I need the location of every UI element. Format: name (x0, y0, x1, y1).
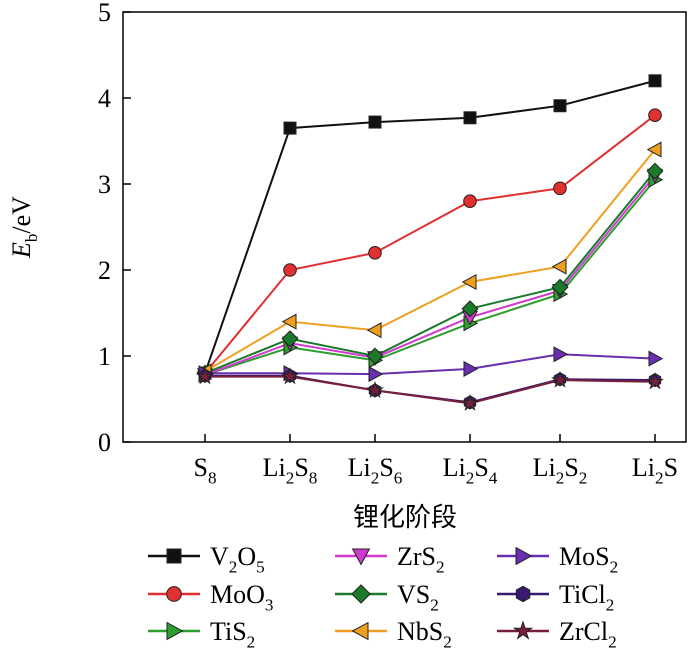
series-line-ZrS2 (204, 174, 656, 376)
data-point-MoO3 (648, 108, 662, 122)
legend-marker-VS2 (351, 584, 371, 604)
legend-label-NbS2: NbS2 (397, 617, 452, 651)
x-axis-label: 锂化阶段 (353, 503, 457, 533)
data-point-MoS2 (368, 366, 384, 383)
data-point-NbS2 (461, 273, 477, 291)
data-point-ZrCl2 (366, 381, 384, 398)
x-tick-label: Li2S (632, 453, 678, 487)
y-tick-label: 4 (98, 84, 111, 113)
y-tick-label: 5 (98, 0, 111, 27)
data-point-V2O5 (283, 121, 297, 135)
series-line-ZrCl2 (205, 375, 656, 405)
y-axis: 0 1 2 3 4 5 (98, 0, 131, 457)
data-point-V2O5 (553, 99, 567, 113)
data-point-VS2 (281, 330, 299, 348)
data-point-V2O5 (368, 115, 382, 129)
series-line-MoO3 (204, 114, 656, 374)
legend-marker-ZrS2 (351, 548, 371, 566)
data-point-ZrCl2 (196, 367, 214, 385)
data-point-MoS2 (648, 350, 664, 367)
data-point-NbS2 (281, 313, 297, 330)
series-line-NbS2 (204, 148, 656, 373)
legend-label-TiS2: TiS2 (210, 617, 255, 651)
data-point-MoO3 (463, 194, 477, 208)
x-tick-label: Li2S6 (348, 453, 403, 487)
legend-label-MoO3: MoO3 (210, 580, 273, 614)
y-tick-label: 1 (98, 342, 111, 371)
y-tick-label: 0 (98, 428, 111, 457)
y-tick-label: 2 (98, 256, 111, 285)
data-point-MoS2 (463, 360, 479, 377)
legend-marker-V2O5 (166, 548, 182, 564)
series-markers (196, 74, 664, 411)
x-axis: S8 Li2S8 Li2S6 Li2S4 Li2S2 Li2S (193, 434, 678, 487)
series-line-TiS2 (204, 179, 656, 376)
data-point-ZrCl2 (551, 370, 569, 388)
legend-label-ZrCl2: ZrCl2 (559, 617, 617, 651)
data-point-ZrCl2 (461, 393, 479, 411)
y-tick-label: 3 (98, 170, 111, 199)
data-point-VS2 (551, 278, 569, 296)
data-point-MoO3 (553, 181, 567, 196)
legend-label-VS2: VS2 (397, 580, 439, 614)
data-point-MoS2 (553, 346, 569, 363)
legend-marker-NbS2 (351, 621, 369, 641)
series-lines (204, 79, 656, 405)
legend-marker-MoS2 (515, 546, 533, 566)
series-line-MoS2 (205, 353, 656, 376)
data-point-ZrCl2 (281, 367, 299, 385)
legend-marker-MoO3 (166, 586, 182, 602)
plot-frame (122, 11, 687, 443)
x-tick-label: S8 (193, 453, 216, 487)
data-point-V2O5 (648, 74, 662, 88)
legend-label-MoS2: MoS2 (559, 542, 618, 576)
series-line-V2O5 (204, 79, 656, 374)
data-point-VS2 (461, 300, 479, 318)
data-point-NbS2 (646, 141, 662, 158)
legend-label-ZrS2: ZrS2 (397, 542, 445, 576)
x-tick-label: Li2S2 (533, 453, 588, 487)
data-point-MoO3 (368, 246, 382, 260)
series-line-VS2 (204, 170, 656, 375)
legend-label-TiCl2: TiCl2 (559, 580, 614, 614)
data-point-NbS2 (551, 258, 567, 275)
legend-marker-ZrCl2 (512, 620, 534, 640)
data-point-V2O5 (463, 111, 477, 125)
legend-marker-TiS2 (166, 621, 184, 641)
data-point-VS2 (646, 162, 664, 180)
legend-label-V2O5: V2O5 (210, 542, 265, 576)
data-point-MoO3 (283, 263, 297, 277)
legend-marker-TiCl2 (515, 585, 531, 603)
y-axis-label: Eb/eV (7, 196, 41, 259)
x-tick-label: Li2S8 (263, 453, 318, 487)
data-point-ZrCl2 (646, 372, 664, 390)
data-point-VS2 (366, 347, 384, 365)
x-tick-label: Li2S4 (443, 453, 498, 487)
data-point-NbS2 (366, 322, 382, 339)
legend: V2O5 ZrS2 MoS2 MoO3 VS2 TiCl2 TiS2 NbS2 ZrCl2 (148, 542, 618, 651)
